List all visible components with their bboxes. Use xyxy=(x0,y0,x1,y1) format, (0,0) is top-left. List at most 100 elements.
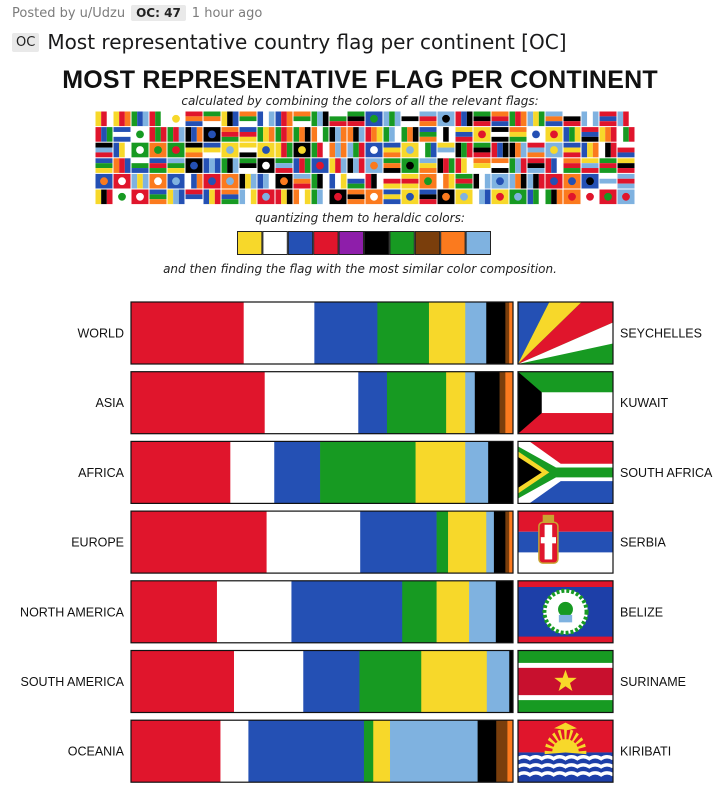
mosaic-flag xyxy=(365,111,383,127)
flag-label: SEYCHELLES xyxy=(620,327,702,341)
mosaic-flag xyxy=(455,189,473,205)
bar-segment xyxy=(428,302,466,364)
bar-segment xyxy=(303,650,360,713)
flag-label: KIRIBATI xyxy=(620,745,671,759)
post-title-row[interactable]: OC Most representative country flag per … xyxy=(12,30,567,54)
mosaic-flag xyxy=(329,189,347,205)
mosaic-flag xyxy=(203,127,221,142)
caption-finding: and then finding the flag with the most … xyxy=(163,262,557,276)
mosaic-flag xyxy=(383,158,401,173)
mosaic-flag xyxy=(329,111,347,127)
mosaic-flag xyxy=(131,158,149,173)
mosaic-flag xyxy=(563,142,581,158)
mosaic-flag xyxy=(149,158,167,173)
flag-seychelles xyxy=(517,301,614,365)
bar-segment xyxy=(436,511,449,574)
mosaic-flag xyxy=(239,173,257,189)
mosaic-flag xyxy=(437,111,455,127)
mosaic-flag xyxy=(167,189,185,205)
mosaic-flag xyxy=(527,127,545,142)
mosaic-flag xyxy=(419,189,437,205)
mosaic-flag xyxy=(221,158,239,173)
bar-segment xyxy=(320,441,416,504)
mosaic-flag xyxy=(581,142,599,158)
bar-segment xyxy=(230,441,275,504)
bar-segment xyxy=(131,511,267,574)
mosaic-flag xyxy=(545,173,563,189)
mosaic-flag xyxy=(149,189,167,205)
bar-segment xyxy=(216,580,292,643)
mosaic-flag xyxy=(275,158,293,173)
mosaic-flag xyxy=(527,158,545,173)
mosaic-flag xyxy=(401,127,419,142)
mosaic-flag xyxy=(527,173,545,189)
palette-swatch xyxy=(262,231,288,255)
mosaic-flag xyxy=(275,189,293,205)
bar-segment xyxy=(446,371,466,434)
bar-segment xyxy=(499,371,506,434)
mosaic-flag xyxy=(365,142,383,158)
mosaic-flag xyxy=(617,158,635,173)
bar-segment xyxy=(131,302,244,364)
continent-label: EUROPE xyxy=(71,536,124,550)
bar-outline xyxy=(130,371,514,435)
mosaic-flag xyxy=(527,111,545,127)
mosaic-flag xyxy=(95,142,113,158)
mosaic-flag xyxy=(617,127,635,142)
bar-segment xyxy=(131,371,265,434)
bar-outline xyxy=(130,719,514,783)
mosaic-flag xyxy=(185,173,203,189)
mosaic-flag xyxy=(221,173,239,189)
mosaic-flag xyxy=(545,111,563,127)
mosaic-flag xyxy=(563,189,581,205)
mosaic-flag xyxy=(203,158,221,173)
bar-segment xyxy=(233,650,304,713)
mosaic-flag xyxy=(527,142,545,158)
mosaic-flag xyxy=(401,173,419,189)
mosaic-flag xyxy=(239,127,257,142)
flag-suriname xyxy=(517,649,614,714)
mosaic-flag xyxy=(545,142,563,158)
mosaic-flag xyxy=(257,173,275,189)
bar-segment xyxy=(131,441,231,504)
mosaic-flag xyxy=(617,111,635,127)
chart-title: MOST REPRESENTATIVE FLAG PER CONTINENT xyxy=(62,66,658,94)
palette-swatch xyxy=(313,231,339,255)
mosaic-flag xyxy=(365,127,383,142)
mosaic-flag xyxy=(113,127,131,142)
mosaic-flag xyxy=(509,158,527,173)
mosaic-flag xyxy=(131,189,149,205)
mosaic-flag xyxy=(221,111,239,127)
mosaic-flag xyxy=(275,127,293,142)
mosaic-flag xyxy=(599,189,617,205)
mosaic-flag xyxy=(455,142,473,158)
mosaic-flag xyxy=(599,111,617,127)
mosaic-flag xyxy=(491,127,509,142)
mosaic-flag xyxy=(437,127,455,142)
mosaic-flag xyxy=(293,158,311,173)
bar-segment xyxy=(360,511,437,574)
mosaic-flag xyxy=(491,158,509,173)
mosaic-flag xyxy=(221,142,239,158)
bar-segment xyxy=(243,302,315,364)
flag-belize xyxy=(517,580,614,644)
mosaic-flag xyxy=(131,142,149,158)
bar-segment xyxy=(264,371,359,434)
mosaic-flag xyxy=(131,111,149,127)
mosaic-flag xyxy=(311,158,329,173)
posted-by[interactable]: Posted by u/Udzu xyxy=(12,5,126,21)
mosaic-flag xyxy=(419,158,437,173)
mosaic-flag xyxy=(311,127,329,142)
mosaic-flag xyxy=(167,127,185,142)
bar-segment xyxy=(488,441,514,504)
mosaic-flag xyxy=(509,173,527,189)
mosaic-flag xyxy=(113,158,131,173)
continent-label: SOUTH AMERICA xyxy=(21,675,125,689)
post-title[interactable]: Most representative country flag per con… xyxy=(47,30,567,54)
bar-segment xyxy=(474,371,500,434)
bar-segment xyxy=(477,720,497,783)
mosaic-flag xyxy=(401,158,419,173)
mosaic-flag xyxy=(401,142,419,158)
mosaic-flag xyxy=(617,142,635,158)
mosaic-flag xyxy=(293,173,311,189)
